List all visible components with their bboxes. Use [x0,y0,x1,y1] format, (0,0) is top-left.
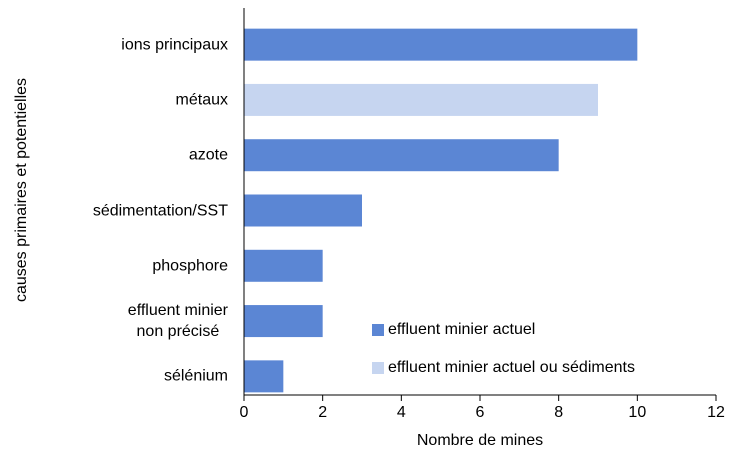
legend-swatch [372,362,384,374]
x-tick-label: 0 [240,404,249,421]
y-tick-label: phosphore [152,257,228,275]
bar [244,249,323,282]
bar [244,305,323,338]
x-tick-label: 8 [554,404,563,421]
bar [244,83,598,116]
y-tick-label: azote [188,146,228,164]
legend-label: effluent minier actuel [388,321,535,338]
x-tick-label: 10 [628,404,646,421]
y-tick-label: sélénium [163,367,228,385]
y-axis-title: causes primaires et potentielles [13,78,30,302]
y-tick-label: ions principaux [121,36,228,54]
y-tick-label: métaux [175,91,228,109]
x-tick-label: 4 [397,404,406,421]
bar [244,194,362,227]
legend-label: effluent minier actuel ou sédiments [388,359,635,376]
bar [244,360,284,393]
y-tick-label: sédimentation/SST [92,202,228,219]
y-tick-label: effluent minier non précisé [127,302,228,341]
x-tick-label: 2 [318,404,327,421]
legend-swatch [372,324,384,336]
bar [244,139,559,172]
bar [244,28,638,61]
x-tick-label: 12 [707,404,725,421]
x-axis-title: Nombre de mines [417,432,543,449]
x-tick-label: 6 [476,404,485,421]
